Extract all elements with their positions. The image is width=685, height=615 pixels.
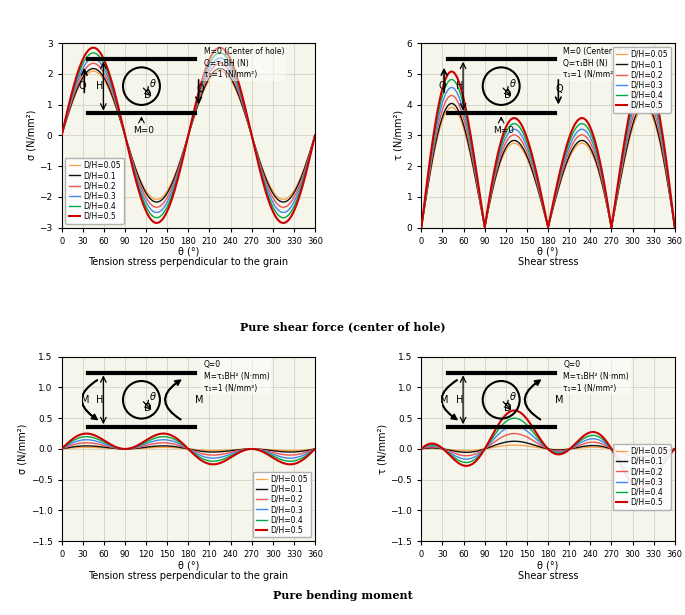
Y-axis label: τ (N/mm²): τ (N/mm²) bbox=[394, 110, 404, 161]
Text: H: H bbox=[456, 81, 463, 91]
Text: H: H bbox=[96, 395, 103, 405]
Text: $\theta$: $\theta$ bbox=[508, 391, 516, 402]
Text: D: D bbox=[504, 90, 512, 100]
X-axis label: θ (°): θ (°) bbox=[537, 247, 559, 257]
Text: $\theta$: $\theta$ bbox=[149, 391, 157, 402]
Text: Tension stress perpendicular to the grain: Tension stress perpendicular to the grai… bbox=[88, 257, 288, 267]
Text: M: M bbox=[195, 395, 203, 405]
Text: $\theta$: $\theta$ bbox=[149, 77, 157, 89]
Text: H: H bbox=[456, 395, 463, 405]
FancyArrowPatch shape bbox=[82, 379, 97, 419]
Legend: D/H=0.05, D/H=0.1, D/H=0.2, D/H=0.3, D/H=0.4, D/H=0.5: D/H=0.05, D/H=0.1, D/H=0.2, D/H=0.3, D/H… bbox=[253, 472, 311, 538]
Text: Shear stress: Shear stress bbox=[518, 257, 578, 267]
Text: Q: Q bbox=[78, 81, 86, 90]
Legend: D/H=0.05, D/H=0.1, D/H=0.2, D/H=0.3, D/H=0.4, D/H=0.5: D/H=0.05, D/H=0.1, D/H=0.2, D/H=0.3, D/H… bbox=[66, 158, 124, 224]
Y-axis label: τ (N/mm²): τ (N/mm²) bbox=[377, 424, 388, 474]
Legend: D/H=0.05, D/H=0.1, D/H=0.2, D/H=0.3, D/H=0.4, D/H=0.5: D/H=0.05, D/H=0.1, D/H=0.2, D/H=0.3, D/H… bbox=[612, 47, 671, 113]
Text: Q=0
M=τ₁BH² (N·mm)
τ₁=1 (N/mm²): Q=0 M=τ₁BH² (N·mm) τ₁=1 (N/mm²) bbox=[563, 360, 629, 393]
Text: M: M bbox=[81, 395, 89, 405]
Text: Q=0
M=τ₁BH² (N·mm)
τ₁=1 (N/mm²): Q=0 M=τ₁BH² (N·mm) τ₁=1 (N/mm²) bbox=[203, 360, 269, 393]
Text: M=0: M=0 bbox=[133, 125, 154, 135]
Text: Tension stress perpendicular to the grain: Tension stress perpendicular to the grai… bbox=[88, 571, 288, 581]
FancyArrowPatch shape bbox=[525, 380, 540, 420]
Text: M=0 (Center of hole)
Q=τ₁BH (N)
τ₁=1 (N/mm²): M=0 (Center of hole) Q=τ₁BH (N) τ₁=1 (N/… bbox=[203, 47, 284, 79]
FancyArrowPatch shape bbox=[164, 380, 181, 420]
X-axis label: θ (°): θ (°) bbox=[177, 247, 199, 257]
Text: Q: Q bbox=[196, 84, 204, 94]
Text: Pure shear force (center of hole): Pure shear force (center of hole) bbox=[240, 321, 445, 332]
Text: Q: Q bbox=[556, 84, 564, 94]
Text: M: M bbox=[555, 395, 563, 405]
FancyArrowPatch shape bbox=[441, 379, 458, 419]
Y-axis label: σ (N/mm²): σ (N/mm²) bbox=[18, 424, 28, 474]
Text: M: M bbox=[440, 395, 449, 405]
Text: Pure bending moment: Pure bending moment bbox=[273, 590, 412, 601]
Text: M=0 (Center of hole)
Q=τ₁BH (N)
τ₁=1 (N/mm²): M=0 (Center of hole) Q=τ₁BH (N) τ₁=1 (N/… bbox=[563, 47, 644, 79]
Text: D: D bbox=[145, 403, 152, 413]
X-axis label: θ (°): θ (°) bbox=[537, 561, 559, 571]
Text: D: D bbox=[504, 403, 512, 413]
Y-axis label: σ (N/mm²): σ (N/mm²) bbox=[27, 110, 36, 161]
Legend: D/H=0.05, D/H=0.1, D/H=0.2, D/H=0.3, D/H=0.4, D/H=0.5: D/H=0.05, D/H=0.1, D/H=0.2, D/H=0.3, D/H… bbox=[612, 443, 671, 510]
X-axis label: θ (°): θ (°) bbox=[177, 561, 199, 571]
Text: Shear stress: Shear stress bbox=[518, 571, 578, 581]
Text: M=0: M=0 bbox=[493, 125, 514, 135]
Text: $\theta$: $\theta$ bbox=[508, 77, 516, 89]
Text: D: D bbox=[145, 90, 152, 100]
Text: H: H bbox=[96, 81, 103, 91]
Text: Q: Q bbox=[438, 81, 446, 90]
